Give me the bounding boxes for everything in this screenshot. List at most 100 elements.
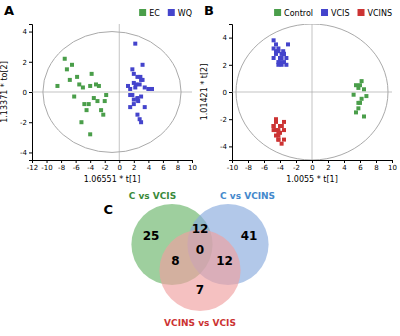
- point: [272, 128, 276, 132]
- x-tick: -10: [227, 160, 238, 172]
- x-tick: -4: [87, 160, 95, 172]
- x-tick-label: -2: [293, 164, 300, 172]
- venn-region-count: 12: [216, 254, 233, 268]
- point: [104, 93, 108, 97]
- x-tick-mark: [61, 160, 62, 163]
- x-tick-label: 10: [188, 164, 197, 172]
- point: [282, 60, 286, 64]
- y-tick-label: 0: [223, 89, 227, 97]
- y-tick: -4: [20, 149, 32, 157]
- y-tick-label: -4: [20, 149, 28, 157]
- legend-label: VCIS: [331, 9, 350, 18]
- point: [282, 52, 286, 56]
- point: [133, 42, 137, 46]
- y-tick-label: -2: [220, 116, 227, 124]
- x-tick-mark: [134, 160, 135, 163]
- point: [276, 138, 280, 142]
- x-tick-mark: [177, 160, 178, 163]
- point: [356, 101, 360, 105]
- x-axis-line: [233, 161, 393, 164]
- x-tick-label: -4: [87, 164, 95, 172]
- venn-set-label: C vs VCIS: [129, 191, 177, 201]
- point: [282, 128, 286, 132]
- series: [55, 57, 108, 137]
- x-tick-label: 6: [358, 164, 363, 172]
- x-tick-label: -6: [73, 164, 81, 172]
- point: [88, 84, 92, 88]
- point: [358, 83, 362, 87]
- point: [139, 95, 143, 99]
- x-tick-mark: [248, 160, 249, 163]
- point: [282, 138, 286, 142]
- x-tick: -2: [293, 160, 300, 172]
- point: [103, 99, 107, 103]
- point: [128, 105, 132, 109]
- point: [82, 102, 86, 106]
- point: [135, 75, 139, 79]
- point: [360, 79, 364, 83]
- point: [356, 106, 360, 110]
- series: [272, 117, 286, 145]
- point: [282, 52, 286, 56]
- x-tick: -4: [277, 160, 285, 172]
- x-tick-label: -8: [245, 164, 252, 172]
- point: [364, 94, 368, 98]
- point: [68, 78, 72, 82]
- plot-area: [32, 24, 192, 160]
- plot-area: [232, 24, 392, 160]
- point: [79, 120, 83, 124]
- point: [75, 75, 79, 79]
- x-tick: 0: [310, 160, 314, 172]
- panel: -12-10-8-6-4-20246810-4-2024A1.06551 * t…: [0, 3, 197, 184]
- x-tick: 8: [176, 160, 180, 172]
- point: [97, 84, 101, 88]
- y-tick-mark: [229, 92, 232, 93]
- x-tick-mark: [312, 160, 313, 163]
- point: [362, 114, 366, 118]
- y-tick-label: 0: [23, 89, 27, 97]
- x-tick: -12: [27, 160, 38, 172]
- point: [101, 113, 105, 117]
- venn-set-label: VCINS vs VCIS: [164, 318, 236, 328]
- x-tick-label: -4: [277, 164, 285, 172]
- x-tick-label: 0: [118, 164, 122, 172]
- point: [65, 67, 69, 71]
- y-axis-line: [29, 25, 33, 161]
- point: [354, 110, 358, 114]
- point: [276, 46, 280, 50]
- point: [282, 120, 286, 124]
- point: [139, 120, 143, 124]
- y-tick: 4: [223, 34, 232, 42]
- x-tick-mark: [119, 160, 120, 163]
- point: [352, 93, 356, 97]
- point: [87, 102, 91, 106]
- point: [132, 98, 136, 102]
- point: [55, 84, 59, 88]
- x-tick-label: 10: [388, 164, 397, 172]
- legend-item: VCINS: [358, 9, 392, 18]
- x-tick-label: 4: [147, 164, 152, 172]
- point: [90, 72, 94, 76]
- x-tick: 2: [326, 160, 330, 172]
- point: [146, 87, 150, 91]
- legend-label: EC: [149, 9, 160, 18]
- y-axis: -4-2024: [20, 25, 32, 161]
- series: [272, 38, 290, 66]
- panel-title: A: [4, 3, 14, 18]
- legend-swatch: [168, 9, 175, 16]
- venn: C vs VCISC vs VCINSVCINS vs VCIS25417128…: [103, 191, 275, 328]
- point: [138, 82, 142, 86]
- point: [81, 85, 85, 89]
- x-tick-mark: [148, 160, 149, 163]
- panel: -10-8-6-4-20246810-4-2024B1.0055 * t[1]1…: [200, 3, 397, 184]
- x-tick-label: -12: [27, 164, 38, 172]
- x-tick-mark: [76, 160, 77, 163]
- y-tick-label: 4: [23, 28, 28, 36]
- x-tick: -8: [245, 160, 252, 172]
- x-tick-label: -2: [102, 164, 109, 172]
- x-tick-mark: [105, 160, 106, 163]
- x-tick-label: 2: [132, 164, 136, 172]
- venn-region-count: 8: [171, 254, 179, 268]
- point: [85, 108, 89, 112]
- venn-circle: [159, 230, 240, 311]
